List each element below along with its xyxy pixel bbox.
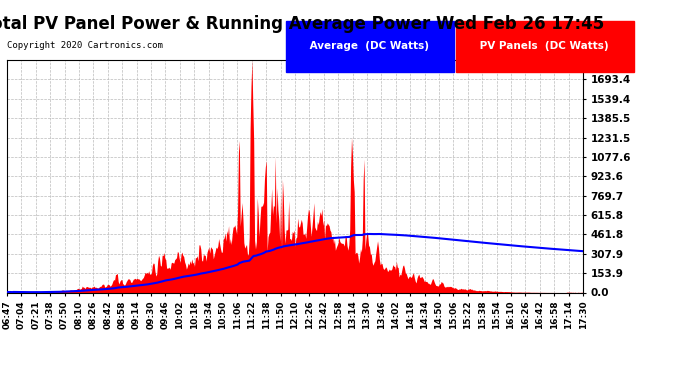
Text: Total PV Panel Power & Running Average Power Wed Feb 26 17:45: Total PV Panel Power & Running Average P…: [0, 15, 604, 33]
Text: Copyright 2020 Cartronics.com: Copyright 2020 Cartronics.com: [7, 41, 163, 50]
Text: PV Panels  (DC Watts): PV Panels (DC Watts): [477, 41, 613, 51]
Text: Average  (DC Watts): Average (DC Watts): [306, 41, 433, 51]
